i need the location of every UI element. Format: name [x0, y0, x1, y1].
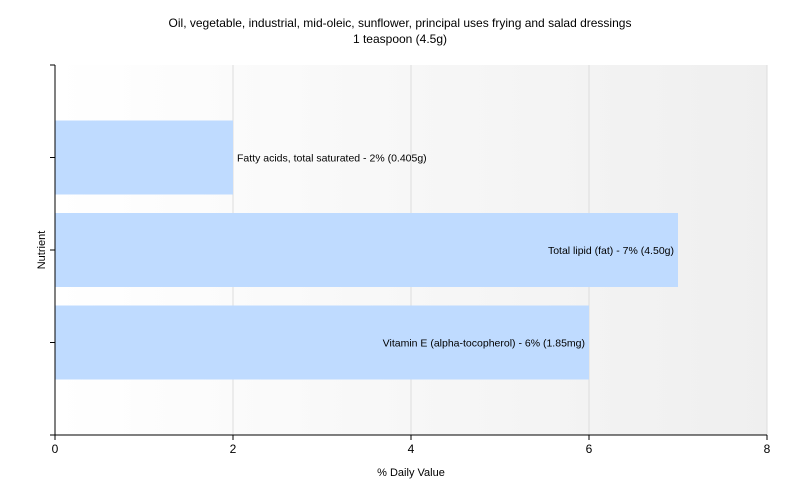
- x-tick-label: 0: [52, 442, 59, 456]
- x-tick-label: 8: [764, 442, 771, 456]
- bar-value-label: Vitamin E (alpha-tocopherol) - 6% (1.85m…: [383, 338, 585, 350]
- bar: [55, 213, 678, 287]
- bar-value-label: Fatty acids, total saturated - 2% (0.405…: [237, 153, 427, 165]
- chart-subtitle: 1 teaspoon (4.5g): [352, 32, 448, 46]
- bar: [55, 305, 589, 380]
- bars-group: Fatty acids, total saturated - 2% (0.405…: [55, 120, 678, 380]
- x-axis-title: % Daily Value: [377, 467, 445, 479]
- bar: [55, 120, 233, 195]
- x-tick-label: 2: [230, 442, 237, 456]
- x-tick-label: 6: [586, 442, 593, 456]
- x-tick-label: 4: [408, 442, 415, 456]
- chart-title: Oil, vegetable, industrial, mid-oleic, s…: [168, 16, 632, 30]
- axes-group: 0 2 4 6 8: [50, 64, 771, 456]
- bar-value-label: Total lipid (fat) - 7% (4.50g): [548, 245, 674, 257]
- y-axis-title: Nutrient: [36, 231, 48, 270]
